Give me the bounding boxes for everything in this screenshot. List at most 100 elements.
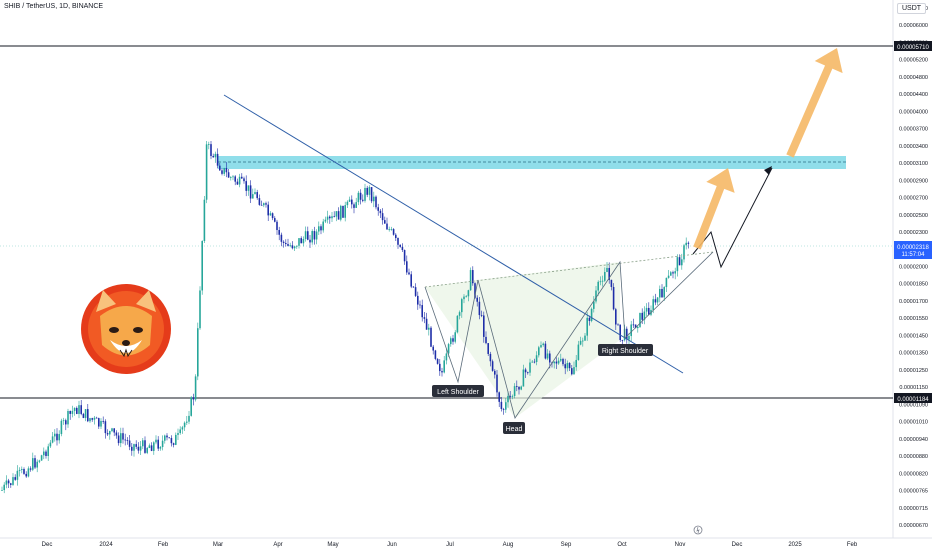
candle-body	[606, 267, 608, 273]
candle-body	[234, 176, 236, 182]
candle-body	[16, 470, 19, 480]
y-tick-label: 0.00000940	[899, 437, 928, 443]
candle-body	[450, 338, 452, 345]
candle-body	[329, 216, 331, 219]
y-tick-label: 0.00000820	[899, 471, 928, 477]
x-tick-label: 2025	[788, 542, 802, 548]
candle-body	[124, 439, 126, 441]
candle-body	[465, 296, 467, 298]
candle-body	[166, 435, 168, 438]
candle-body	[439, 363, 441, 372]
candle-body	[344, 205, 346, 218]
candle-body	[49, 442, 52, 447]
candle-body	[241, 176, 243, 179]
candle-body	[542, 343, 544, 346]
candle-body	[355, 202, 357, 208]
candle-body	[368, 187, 371, 195]
candle-body	[300, 238, 302, 244]
candle-body	[80, 405, 82, 414]
y-tick-label: 0.00000670	[899, 523, 928, 529]
candle-body	[535, 355, 538, 362]
candle-body	[38, 460, 41, 462]
candle-body	[36, 461, 38, 468]
neckline[interactable]	[424, 251, 714, 288]
candle-body	[652, 299, 654, 310]
y-axis-unit-button[interactable]: USDT	[897, 3, 927, 14]
candle-body	[641, 312, 643, 320]
candle-body	[661, 288, 663, 298]
candle-body	[610, 279, 613, 287]
candle-body	[29, 468, 32, 470]
candle-body	[102, 420, 104, 422]
candle-body	[390, 229, 393, 230]
candle-body	[186, 421, 188, 423]
candle-body	[384, 220, 386, 224]
candle-body	[183, 422, 186, 428]
x-tick-label: Nov	[675, 542, 686, 548]
candle-body	[34, 458, 36, 468]
candle-body	[54, 433, 56, 437]
candle-body	[47, 446, 49, 456]
candle-body	[560, 358, 562, 361]
lower-level-badge-text: 0.00001184	[897, 397, 929, 403]
candle-body	[291, 245, 294, 249]
candle-body	[458, 312, 461, 316]
candle-body	[408, 272, 410, 275]
candle-body	[540, 345, 542, 348]
arrow-shape	[786, 48, 843, 158]
candle-body	[139, 446, 142, 451]
x-tick-label: 2024	[99, 542, 113, 548]
candle-body	[509, 395, 511, 397]
x-tick-label: Jul	[446, 542, 454, 548]
resistance-zone[interactable]	[218, 156, 846, 169]
candle-body	[346, 201, 349, 206]
candle-body	[269, 213, 272, 216]
candle-body	[425, 318, 428, 330]
candle-body	[544, 343, 547, 359]
y-tick-label: 0.00006000	[899, 23, 928, 29]
candle-body	[351, 199, 353, 205]
candle-body	[170, 437, 173, 444]
y-tick-label: 0.00001450	[899, 333, 928, 339]
candle-body	[219, 165, 221, 171]
candle-body	[293, 246, 296, 249]
candle-body	[203, 199, 206, 242]
candle-body	[395, 234, 397, 239]
lightning-icon[interactable]	[693, 525, 703, 535]
candle-body	[445, 353, 448, 361]
descending-trendline[interactable]	[223, 94, 684, 374]
candle-body	[304, 231, 307, 239]
candle-body	[586, 317, 588, 336]
candle-body	[115, 432, 118, 436]
candle-body	[5, 480, 8, 485]
candle-body	[612, 286, 615, 310]
candle-body	[25, 473, 27, 477]
x-tick-label: Dec	[42, 542, 53, 548]
candle-body	[14, 477, 16, 480]
candle-body	[76, 407, 78, 414]
candle-body	[538, 347, 540, 356]
candle-body	[117, 435, 120, 444]
candle-body	[434, 350, 437, 359]
candle-body	[392, 229, 395, 235]
target-arrow-small	[693, 168, 735, 250]
candle-body	[674, 271, 676, 274]
candle-body	[172, 443, 175, 445]
y-tick-label: 0.00005200	[899, 58, 928, 64]
candle-body	[634, 324, 637, 329]
candle-body	[89, 418, 91, 422]
x-tick-label: Oct	[617, 542, 627, 548]
candle-body	[32, 458, 34, 470]
candle-body	[472, 270, 474, 284]
candle-body	[617, 324, 619, 326]
candle-body	[590, 308, 593, 321]
candle-body	[531, 361, 533, 363]
candle-body	[604, 272, 606, 281]
candle-body	[621, 339, 624, 341]
candle-body	[656, 297, 659, 303]
candle-body	[252, 194, 254, 199]
candle-body	[100, 420, 102, 427]
y-tick-label: 0.00002500	[899, 213, 928, 219]
candle-body	[423, 317, 426, 319]
